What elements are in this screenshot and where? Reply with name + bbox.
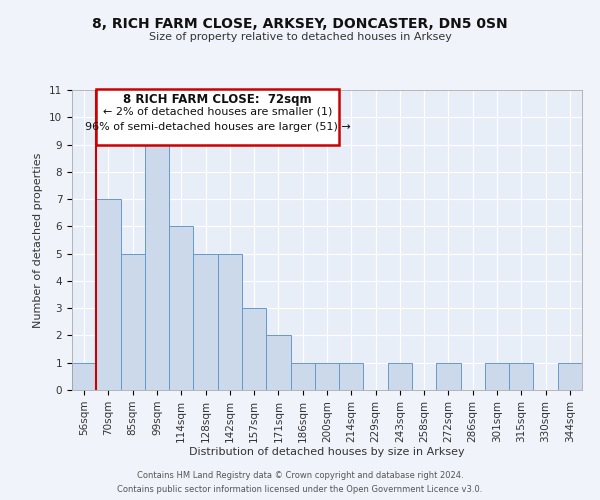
Text: 8 RICH FARM CLOSE:  72sqm: 8 RICH FARM CLOSE: 72sqm (124, 93, 312, 106)
Text: ← 2% of detached houses are smaller (1): ← 2% of detached houses are smaller (1) (103, 107, 332, 117)
Text: Contains public sector information licensed under the Open Government Licence v3: Contains public sector information licen… (118, 484, 482, 494)
Text: 8, RICH FARM CLOSE, ARKSEY, DONCASTER, DN5 0SN: 8, RICH FARM CLOSE, ARKSEY, DONCASTER, D… (92, 18, 508, 32)
Bar (485, 362, 509, 390)
Bar (266, 336, 290, 390)
Bar (558, 362, 582, 390)
Text: Contains HM Land Registry data © Crown copyright and database right 2024.: Contains HM Land Registry data © Crown c… (137, 472, 463, 480)
Bar (193, 254, 218, 390)
Bar (96, 199, 121, 390)
Bar (145, 144, 169, 390)
Y-axis label: Number of detached properties: Number of detached properties (34, 152, 43, 328)
Bar (96, 88, 339, 144)
Bar (169, 226, 193, 390)
Bar (436, 362, 461, 390)
Bar (339, 362, 364, 390)
X-axis label: Distribution of detached houses by size in Arksey: Distribution of detached houses by size … (189, 448, 465, 458)
Bar (218, 254, 242, 390)
Text: 96% of semi-detached houses are larger (51) →: 96% of semi-detached houses are larger (… (85, 122, 350, 132)
Bar (72, 362, 96, 390)
Text: Size of property relative to detached houses in Arksey: Size of property relative to detached ho… (149, 32, 451, 42)
Bar (315, 362, 339, 390)
Bar (509, 362, 533, 390)
Bar (242, 308, 266, 390)
Bar (121, 254, 145, 390)
Bar (388, 362, 412, 390)
Bar (290, 362, 315, 390)
